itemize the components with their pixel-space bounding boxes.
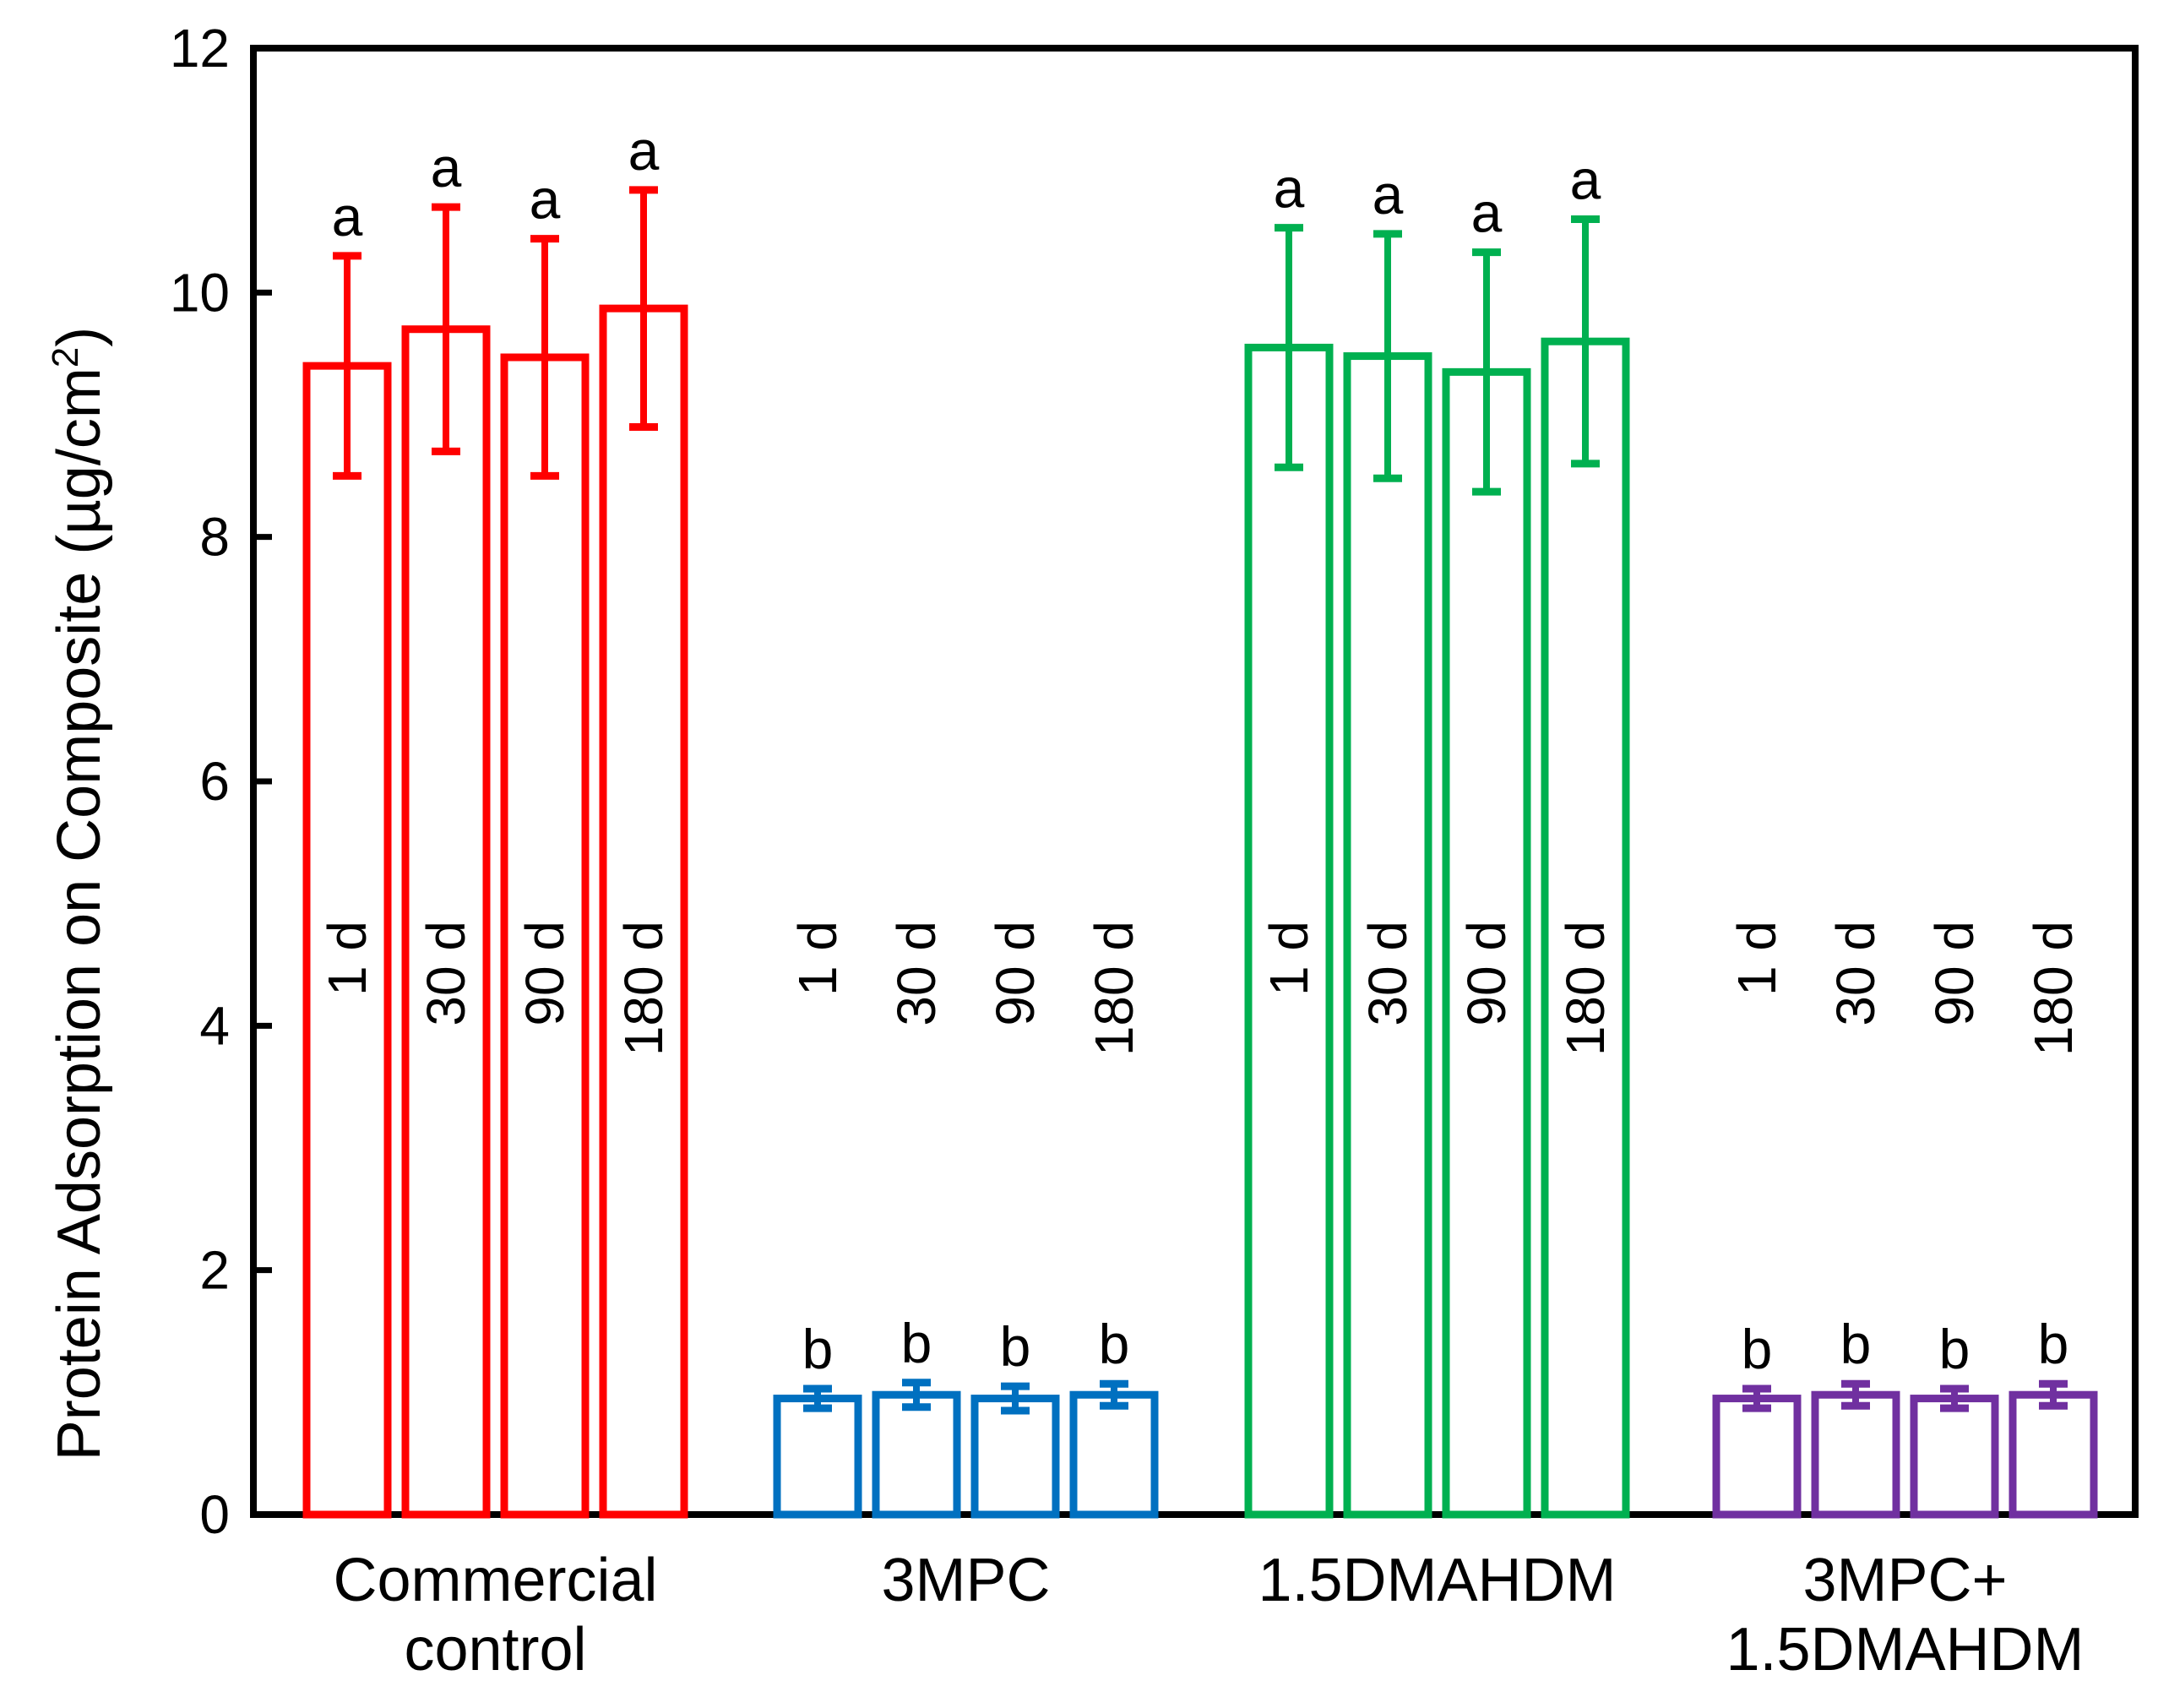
significance-letter: b xyxy=(1000,1315,1031,1378)
bar-day-label: 180 d xyxy=(613,921,674,1056)
y-axis-title: Protein Adsorption on Composite (µg/cm2) xyxy=(45,327,113,1461)
significance-letter: a xyxy=(1471,182,1503,244)
bar xyxy=(1811,1390,1900,1519)
bar xyxy=(773,1395,862,1519)
bar xyxy=(1712,1395,1802,1519)
significance-letter: b xyxy=(1099,1313,1130,1375)
y-axis-title-end: ) xyxy=(46,327,113,347)
x-category-label: 3MPC+ xyxy=(1802,1547,2007,1614)
bar-day-label: 1 d xyxy=(1258,921,1319,996)
bar-day-label: 1 d xyxy=(1726,921,1787,996)
significance-letter: b xyxy=(1939,1318,1970,1380)
x-category-label: 1.5DMAHDM xyxy=(1726,1616,2084,1684)
y-tick-label: 10 xyxy=(170,262,230,323)
bar xyxy=(2009,1390,2098,1519)
y-tick-label: 8 xyxy=(199,507,230,568)
significance-letter: a xyxy=(332,185,363,247)
bar xyxy=(1910,1395,1999,1519)
significance-letter: a xyxy=(1570,149,1601,211)
significance-letter: a xyxy=(628,119,660,182)
y-tick-label: 12 xyxy=(170,18,230,79)
bar-day-label: 180 d xyxy=(2023,921,2084,1056)
bar xyxy=(872,1390,961,1519)
y-tick-label: 4 xyxy=(199,995,230,1056)
significance-letter: b xyxy=(1840,1313,1872,1375)
significance-letter: a xyxy=(530,168,561,231)
y-tick-label: 0 xyxy=(199,1484,230,1545)
bar-day-label: 1 d xyxy=(787,921,848,996)
x-category-label: control xyxy=(404,1616,586,1684)
y-tick-label: 2 xyxy=(199,1240,230,1301)
significance-letter: b xyxy=(802,1318,834,1380)
x-category-label: 1.5DMAHDM xyxy=(1258,1547,1616,1614)
bar-day-label: 30 d xyxy=(416,921,476,1026)
bar xyxy=(970,1395,1060,1519)
bar-day-label: 90 d xyxy=(985,921,1046,1026)
bar-day-label: 180 d xyxy=(1084,921,1144,1056)
plot-frame xyxy=(250,45,2139,1518)
bar-day-label: 30 d xyxy=(1357,921,1418,1026)
bar-day-label: 30 d xyxy=(886,921,947,1026)
bar xyxy=(599,304,688,1519)
x-category-label: 3MPC xyxy=(881,1547,1050,1614)
y-axis-title-main: Protein Adsorption on Composite (µg/cm xyxy=(46,367,113,1461)
bar-day-label: 90 d xyxy=(1924,921,1985,1026)
bar xyxy=(1069,1390,1159,1519)
significance-letter: b xyxy=(901,1312,932,1374)
bar-day-label: 30 d xyxy=(1825,921,1886,1026)
y-axis-title-sup: 2 xyxy=(45,347,86,367)
bar-day-label: 180 d xyxy=(1555,921,1616,1056)
y-tick-label: 6 xyxy=(199,751,230,812)
significance-letter: a xyxy=(431,136,462,199)
bar-day-label: 1 d xyxy=(317,921,378,996)
bar-day-label: 90 d xyxy=(514,921,575,1026)
significance-letter: a xyxy=(1373,163,1404,226)
y-axis-title-group: Protein Adsorption on Composite (µg/cm2) xyxy=(45,327,113,1461)
plot-area: 0 2 4 6 8 10 12 a 1 d a 30 d a 90 d a 180 d Commercialc… xyxy=(170,18,2139,1684)
x-category-label: Commercial xyxy=(333,1547,657,1614)
significance-letter: b xyxy=(2038,1313,2069,1375)
bar-day-label: 90 d xyxy=(1456,921,1517,1026)
significance-letter: b xyxy=(1742,1318,1773,1380)
significance-letter: a xyxy=(1274,157,1305,220)
